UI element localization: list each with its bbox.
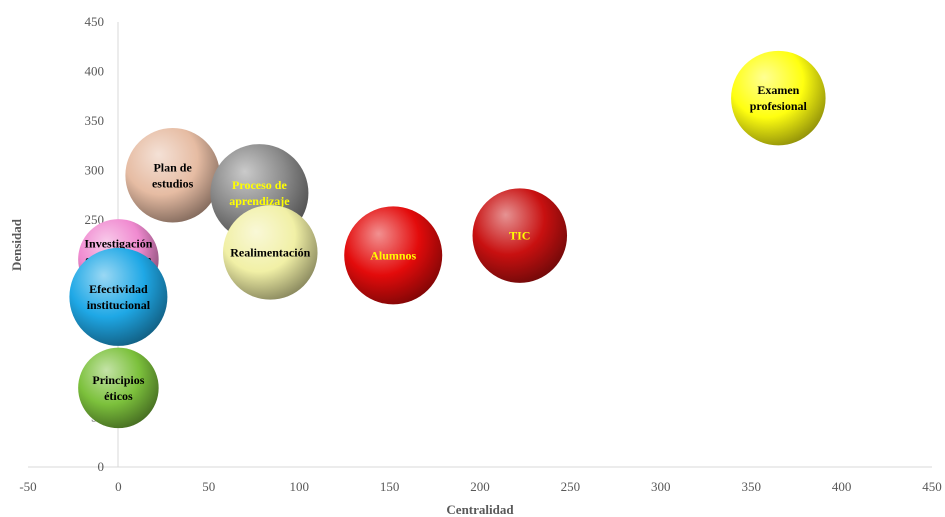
- bubble: Plan de estudios: [125, 128, 220, 223]
- bubble: Realimentación: [223, 205, 318, 300]
- x-tick-label: -50: [19, 479, 36, 494]
- x-tick-label: 300: [651, 479, 671, 494]
- bubble-mark: [69, 247, 168, 346]
- y-tick-label: 250: [85, 212, 105, 227]
- bubble-label: éticos: [104, 389, 133, 403]
- bubble-label: institucional: [87, 298, 151, 312]
- bubble-mark: [731, 50, 826, 146]
- x-axis-title: Centralidad: [446, 502, 514, 517]
- y-tick-label: 0: [98, 459, 105, 474]
- x-tick-label: 100: [289, 479, 309, 494]
- x-tick-label: 50: [202, 479, 215, 494]
- bubble-mark: [223, 205, 318, 300]
- bubble-label: estudios: [152, 176, 194, 190]
- bubble-label: aprendizaje: [229, 194, 290, 208]
- bubble-mark: [78, 347, 159, 429]
- x-tick-label: 250: [561, 479, 581, 494]
- bubble-mark: [125, 128, 220, 223]
- x-tick-label: 450: [922, 479, 942, 494]
- bubble-label: Examen: [757, 83, 799, 97]
- y-axis-title: Densidad: [9, 218, 24, 271]
- bubble: Efectividad institucional: [69, 247, 168, 346]
- bubble-label: Proceso de: [232, 178, 287, 192]
- x-tick-label: 350: [741, 479, 761, 494]
- bubble-label: profesional: [750, 99, 808, 113]
- bubble-label: Alumnos: [370, 248, 416, 262]
- bubble-label: Plan de: [153, 160, 192, 174]
- bubble: Principios éticos: [78, 347, 159, 429]
- bubble: TIC: [472, 188, 568, 283]
- bubble: Alumnos: [344, 206, 443, 305]
- bubble-label: Principios: [92, 373, 144, 387]
- x-tick-label: 400: [832, 479, 852, 494]
- bubble: Examen profesional: [731, 50, 826, 146]
- bubble-label: Realimentación: [230, 245, 310, 259]
- y-tick-label: 300: [85, 162, 105, 177]
- bubble-mark: [472, 188, 568, 283]
- x-tick-label: 200: [470, 479, 490, 494]
- x-tick-label: 150: [380, 479, 400, 494]
- bubble-mark: [344, 206, 443, 305]
- x-tick-label: 0: [115, 479, 122, 494]
- y-tick-label: 450: [85, 14, 105, 29]
- bubbles: PrincipioséticosInvestigaciónen educació…: [69, 50, 826, 429]
- y-tick-label: 400: [85, 63, 105, 78]
- y-tick-label: 350: [85, 113, 105, 128]
- bubble-label: Efectividad: [89, 282, 148, 296]
- bubble-label: TIC: [509, 229, 530, 243]
- bubble-label: Investigación: [84, 236, 152, 250]
